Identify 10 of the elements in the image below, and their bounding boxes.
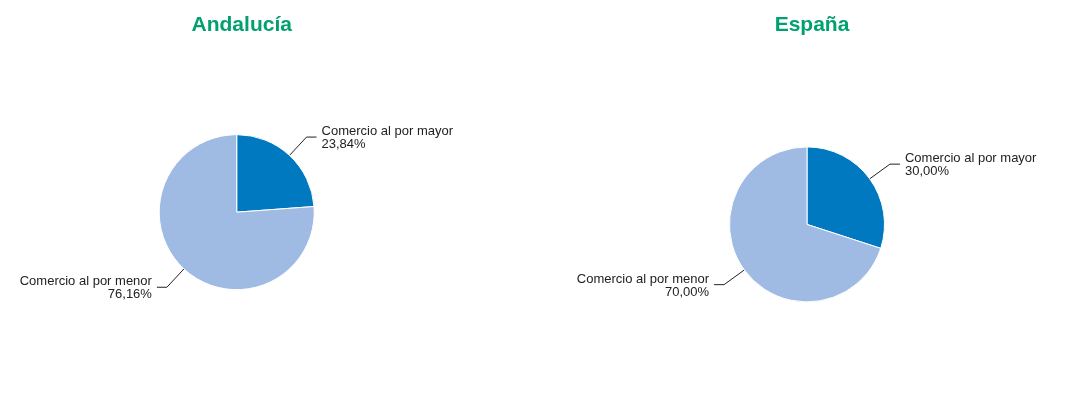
slice-label: Comercio al por menor — [19, 273, 153, 289]
chart-title: España — [774, 12, 850, 35]
slice-label: Comercio al por mayor — [904, 150, 1038, 166]
data-label: 76,16% — [107, 286, 153, 302]
slice-label: Comercio al por menor — [576, 270, 710, 286]
data-label: 70,00% — [664, 283, 710, 299]
data-label: 30,00% — [904, 163, 950, 179]
chart-title: Andalucía — [191, 12, 293, 35]
slice-label: Comercio al por mayor — [321, 123, 454, 139]
data-label: 23,84% — [321, 136, 367, 152]
